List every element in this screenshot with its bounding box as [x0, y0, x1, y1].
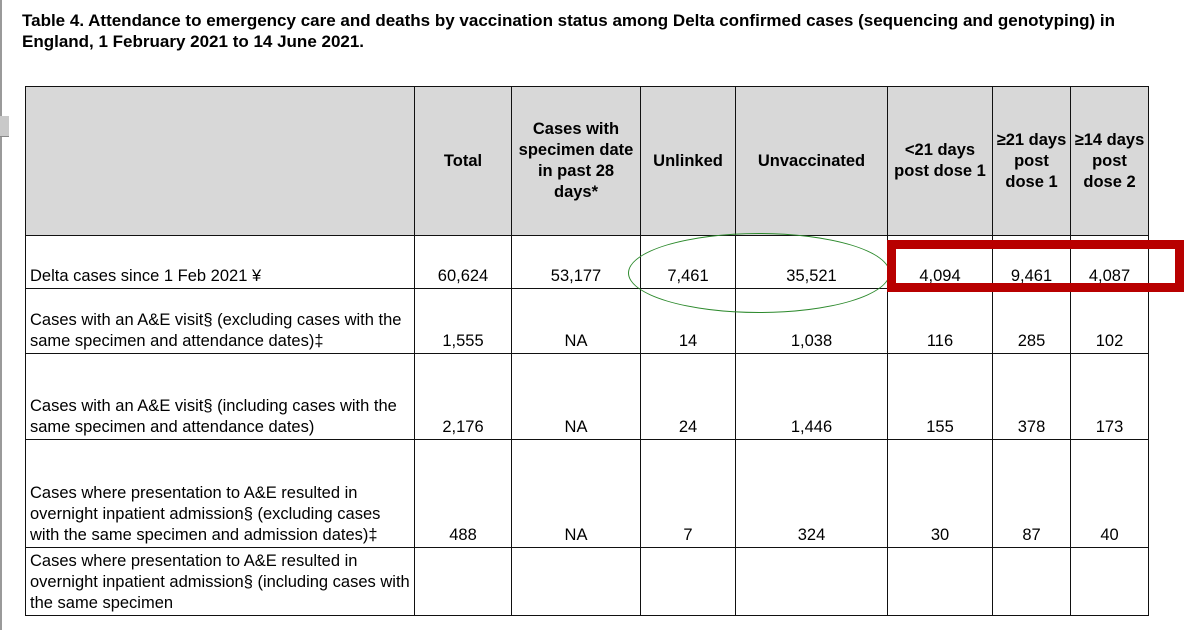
- row-label: Delta cases since 1 Feb 2021 ¥: [25, 235, 415, 289]
- cell-ge14-dose2: 173: [1070, 353, 1149, 440]
- data-table: Total Cases with specimen date in past 2…: [25, 86, 1149, 616]
- cell-recent: [511, 547, 641, 616]
- cell-unlinked: 24: [640, 353, 736, 440]
- table-row: Cases with an A&E visit§ (excluding case…: [25, 288, 1149, 354]
- table-caption: Table 4. Attendance to emergency care an…: [22, 11, 1115, 51]
- cell-ge21-dose1: 378: [992, 353, 1071, 440]
- header-unvaccinated: Unvaccinated: [735, 86, 888, 236]
- table-row: Cases with an A&E visit§ (including case…: [25, 353, 1149, 440]
- header-ge14-dose2: ≥14 days post dose 2: [1070, 86, 1149, 236]
- header-row: Total Cases with specimen date in past 2…: [25, 86, 1149, 236]
- cell-recent: NA: [511, 439, 641, 548]
- cell-total: 60,624: [414, 235, 512, 289]
- cell-total: 1,555: [414, 288, 512, 354]
- cell-ge14-dose2: [1070, 547, 1149, 616]
- cell-lt21-dose1: 155: [887, 353, 993, 440]
- header-recent-specimen: Cases with specimen date in past 28 days…: [511, 86, 641, 236]
- row-label: Cases where presentation to A&E resulted…: [25, 547, 415, 616]
- header-ge21-dose1: ≥21 days post dose 1: [992, 86, 1071, 236]
- cell-unvaccinated: [735, 547, 888, 616]
- table-row: Cases where presentation to A&E resulted…: [25, 547, 1149, 616]
- side-tab: [0, 116, 9, 137]
- cell-total: 2,176: [414, 353, 512, 440]
- cell-recent: 53,177: [511, 235, 641, 289]
- highlight-ellipse: [628, 233, 890, 313]
- cell-unlinked: 7: [640, 439, 736, 548]
- row-label: Cases with an A&E visit§ (excluding case…: [25, 288, 415, 354]
- cell-total: [414, 547, 512, 616]
- table-row: Cases where presentation to A&E resulted…: [25, 439, 1149, 548]
- cell-lt21-dose1: 30: [887, 439, 993, 548]
- cell-unvaccinated: 1,446: [735, 353, 888, 440]
- header-blank: [25, 86, 415, 236]
- cell-total: 488: [414, 439, 512, 548]
- row-label: Cases with an A&E visit§ (including case…: [25, 353, 415, 440]
- row-label: Cases where presentation to A&E resulted…: [25, 439, 415, 548]
- cell-ge21-dose1: 87: [992, 439, 1071, 548]
- cell-unlinked: [640, 547, 736, 616]
- cell-recent: NA: [511, 288, 641, 354]
- highlight-box: [887, 240, 1184, 292]
- left-border: [0, 0, 2, 630]
- header-lt21-dose1: <21 days post dose 1: [887, 86, 993, 236]
- cell-ge21-dose1: [992, 547, 1071, 616]
- cell-unvaccinated: 324: [735, 439, 888, 548]
- cell-recent: NA: [511, 353, 641, 440]
- cell-ge14-dose2: 40: [1070, 439, 1149, 548]
- cell-ge21-dose1: 285: [992, 288, 1071, 354]
- header-unlinked: Unlinked: [640, 86, 736, 236]
- header-total: Total: [414, 86, 512, 236]
- cell-lt21-dose1: [887, 547, 993, 616]
- cell-lt21-dose1: 116: [887, 288, 993, 354]
- cell-ge14-dose2: 102: [1070, 288, 1149, 354]
